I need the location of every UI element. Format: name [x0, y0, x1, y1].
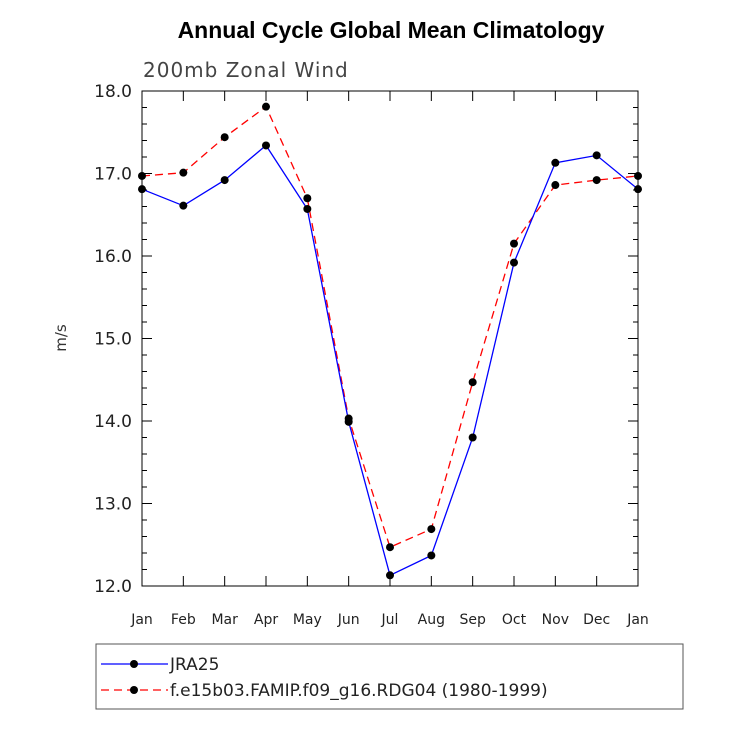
- legend-swatch-marker: [130, 660, 138, 668]
- data-point: [138, 185, 146, 194]
- x-tick-label: Nov: [542, 612, 569, 628]
- data-point: [427, 551, 436, 560]
- data-point: [138, 171, 146, 180]
- legend-label: JRA25: [169, 655, 219, 675]
- chart-subtitle: 200mb Zonal Wind: [143, 58, 349, 82]
- chart-title: Annual Cycle Global Mean Climatology: [178, 17, 605, 43]
- data-point: [386, 543, 394, 552]
- plot-frame: [141, 90, 639, 587]
- data-point: [468, 378, 477, 387]
- x-tick-label: May: [293, 612, 322, 628]
- data-point: [386, 571, 394, 580]
- data-point: [344, 414, 353, 423]
- data-point: [510, 239, 518, 248]
- data-point: [510, 258, 518, 267]
- y-axis-label: m/s: [52, 324, 70, 352]
- data-point: [262, 102, 270, 111]
- y-tick-label: 17.0: [94, 165, 132, 185]
- data-point: [179, 168, 188, 177]
- data-point: [592, 176, 601, 185]
- data-point: [634, 185, 642, 194]
- x-tick-label: Sep: [459, 612, 486, 628]
- y-tick-label: 18.0: [94, 82, 132, 102]
- x-tick-label: Aug: [418, 612, 445, 628]
- x-tick-label: Oct: [502, 612, 527, 628]
- x-tick-label: Apr: [254, 612, 278, 628]
- data-point: [634, 171, 642, 180]
- y-tick-label: 13.0: [94, 495, 132, 515]
- y-tick-label: 14.0: [94, 412, 132, 432]
- data-point: [262, 141, 270, 150]
- data-point: [468, 433, 477, 442]
- data-point: [551, 181, 560, 190]
- series-line: [141, 105, 639, 549]
- y-tick-label: 16.0: [94, 247, 132, 267]
- x-tick-label: Mar: [211, 612, 238, 628]
- data-point: [427, 525, 436, 534]
- x-tick-label: Feb: [171, 612, 196, 628]
- data-point: [551, 158, 560, 167]
- data-point: [303, 204, 312, 213]
- legend: JRA25 f.e15b03.FAMIP.f09_g16.RDG04 (1980-…: [95, 643, 684, 710]
- data-point: [220, 133, 229, 142]
- y-tick-label: 15.0: [94, 330, 132, 350]
- x-tick-label: Jan: [130, 612, 153, 628]
- legend-label: f.e15b03.FAMIP.f09_g16.RDG04 (1980-1999): [170, 681, 548, 701]
- legend-swatch-marker: [130, 686, 138, 694]
- y-tick-label: 12.0: [94, 577, 132, 597]
- data-point: [179, 201, 188, 210]
- legend-box: [95, 643, 684, 710]
- data-point: [220, 176, 229, 185]
- x-tick-label: Jan: [626, 612, 649, 628]
- data-point: [592, 151, 601, 160]
- x-tick-label: Jun: [337, 612, 360, 628]
- x-tick-label: Jul: [381, 612, 399, 628]
- x-tick-label: Dec: [583, 612, 610, 628]
- data-point: [303, 194, 312, 203]
- series-line: [141, 144, 639, 577]
- plot-area: 12.0 13.0 14.0 15.0 16.0 17.0 18.0 Jan Feb Mar Apr…: [94, 82, 649, 628]
